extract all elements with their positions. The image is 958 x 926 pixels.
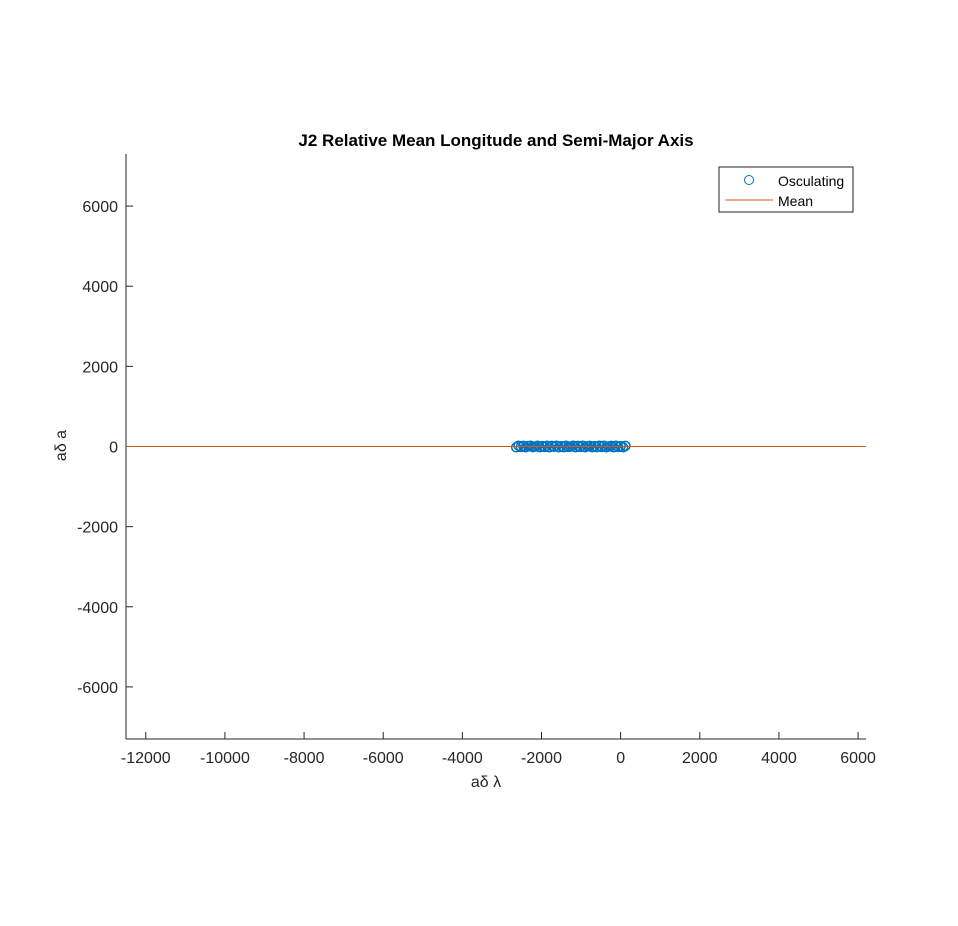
y-tick-label: 0 [109,440,118,457]
legend: Osculating Mean [718,166,854,213]
legend-marker-osculating [744,175,754,185]
x-tick-label: 6000 [840,750,876,767]
x-tick-label: -6000 [363,750,404,767]
legend-box [718,166,854,213]
y-tick-label: 2000 [82,359,118,376]
data-point-osculating [620,440,631,452]
x-tick-label: -12000 [121,750,171,767]
x-tick-label: -8000 [284,750,325,767]
y-tick-label: 4000 [82,279,118,296]
y-tick-label: -2000 [77,520,118,537]
x-tick-label: 2000 [682,750,718,767]
x-tick-label: -4000 [442,750,483,767]
x-tick-label: -2000 [521,750,562,767]
x-tick-label: 4000 [761,750,797,767]
x-tick-label: -10000 [200,750,250,767]
x-axis-label: aδ λ [471,774,501,791]
y-tick-label: 6000 [82,199,118,216]
legend-label-mean: Mean [778,193,813,209]
axes: -12000 -10000 -8000 -6000 -4000 -2000 0 2000 400… [77,154,876,767]
y-tick-label: -6000 [77,680,118,697]
legend-label-osculating: Osculating [778,173,844,189]
y-axis-label: aδ a [53,430,70,461]
plot-area [126,440,866,453]
x-tick-label: 0 [616,750,625,767]
data-point-osculating [617,442,629,453]
chart-title: J2 Relative Mean Longitude and Semi-Majo… [298,131,693,150]
y-tick-label: -4000 [77,600,118,617]
